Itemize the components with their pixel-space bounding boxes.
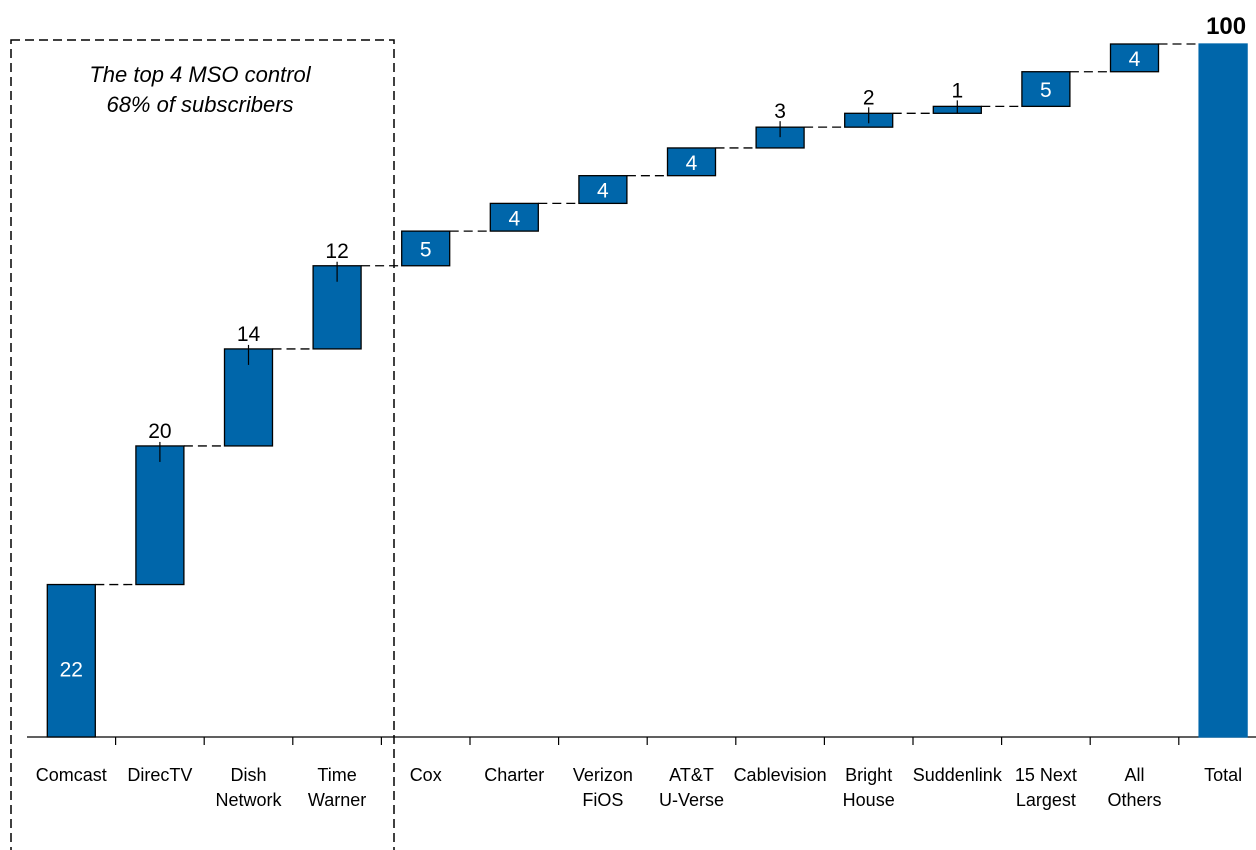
data-label: 2	[863, 86, 875, 109]
category-label: U-Verse	[659, 790, 724, 810]
category-label: Suddenlink	[913, 765, 1003, 785]
bar	[666, 147, 717, 177]
category-label: Time	[317, 765, 356, 785]
data-label: 5	[1040, 79, 1052, 102]
category-label: Network	[215, 790, 282, 810]
data-label-total: 100	[1206, 13, 1246, 40]
data-label: 4	[597, 180, 609, 203]
category-label: DirecTV	[127, 765, 192, 785]
bar	[401, 230, 451, 267]
category-label: Cox	[410, 765, 442, 785]
data-label: 1	[951, 79, 963, 102]
category-label: House	[843, 790, 895, 810]
category-label: Comcast	[36, 765, 107, 785]
data-label: 4	[508, 207, 520, 230]
data-label: 22	[60, 658, 83, 681]
data-label: 20	[148, 420, 171, 443]
data-label: 3	[774, 100, 786, 123]
category-label: Dish	[230, 765, 266, 785]
bar	[1198, 43, 1248, 738]
bar	[489, 202, 539, 232]
category-label: Charter	[484, 765, 544, 785]
data-label: 4	[1129, 48, 1141, 71]
category-label: Verizon	[573, 765, 633, 785]
category-label: Bright	[845, 765, 892, 785]
category-label: Others	[1107, 790, 1161, 810]
category-label: Cablevision	[734, 765, 827, 785]
annotation-line-2: 68% of subscribers	[106, 92, 294, 117]
category-label: Warner	[308, 790, 366, 810]
category-label: Total	[1204, 765, 1242, 785]
category-label: 15 Next	[1015, 765, 1077, 785]
category-label: All	[1124, 765, 1144, 785]
bar	[46, 583, 96, 738]
data-label: 5	[420, 238, 432, 261]
annotation-text: The top 4 MSO control 68% of subscribers	[40, 60, 360, 120]
bar	[135, 445, 185, 586]
category-label: FiOS	[582, 790, 623, 810]
data-label: 4	[686, 152, 698, 175]
bar	[1021, 71, 1071, 108]
bar	[1109, 43, 1160, 73]
category-label: Largest	[1016, 790, 1076, 810]
bar	[578, 175, 628, 205]
data-label: 14	[237, 323, 261, 346]
annotation-line-1: The top 4 MSO control	[89, 62, 311, 87]
annotation-box	[10, 39, 395, 850]
category-label: AT&T	[669, 765, 714, 785]
data-label: 12	[325, 240, 348, 263]
